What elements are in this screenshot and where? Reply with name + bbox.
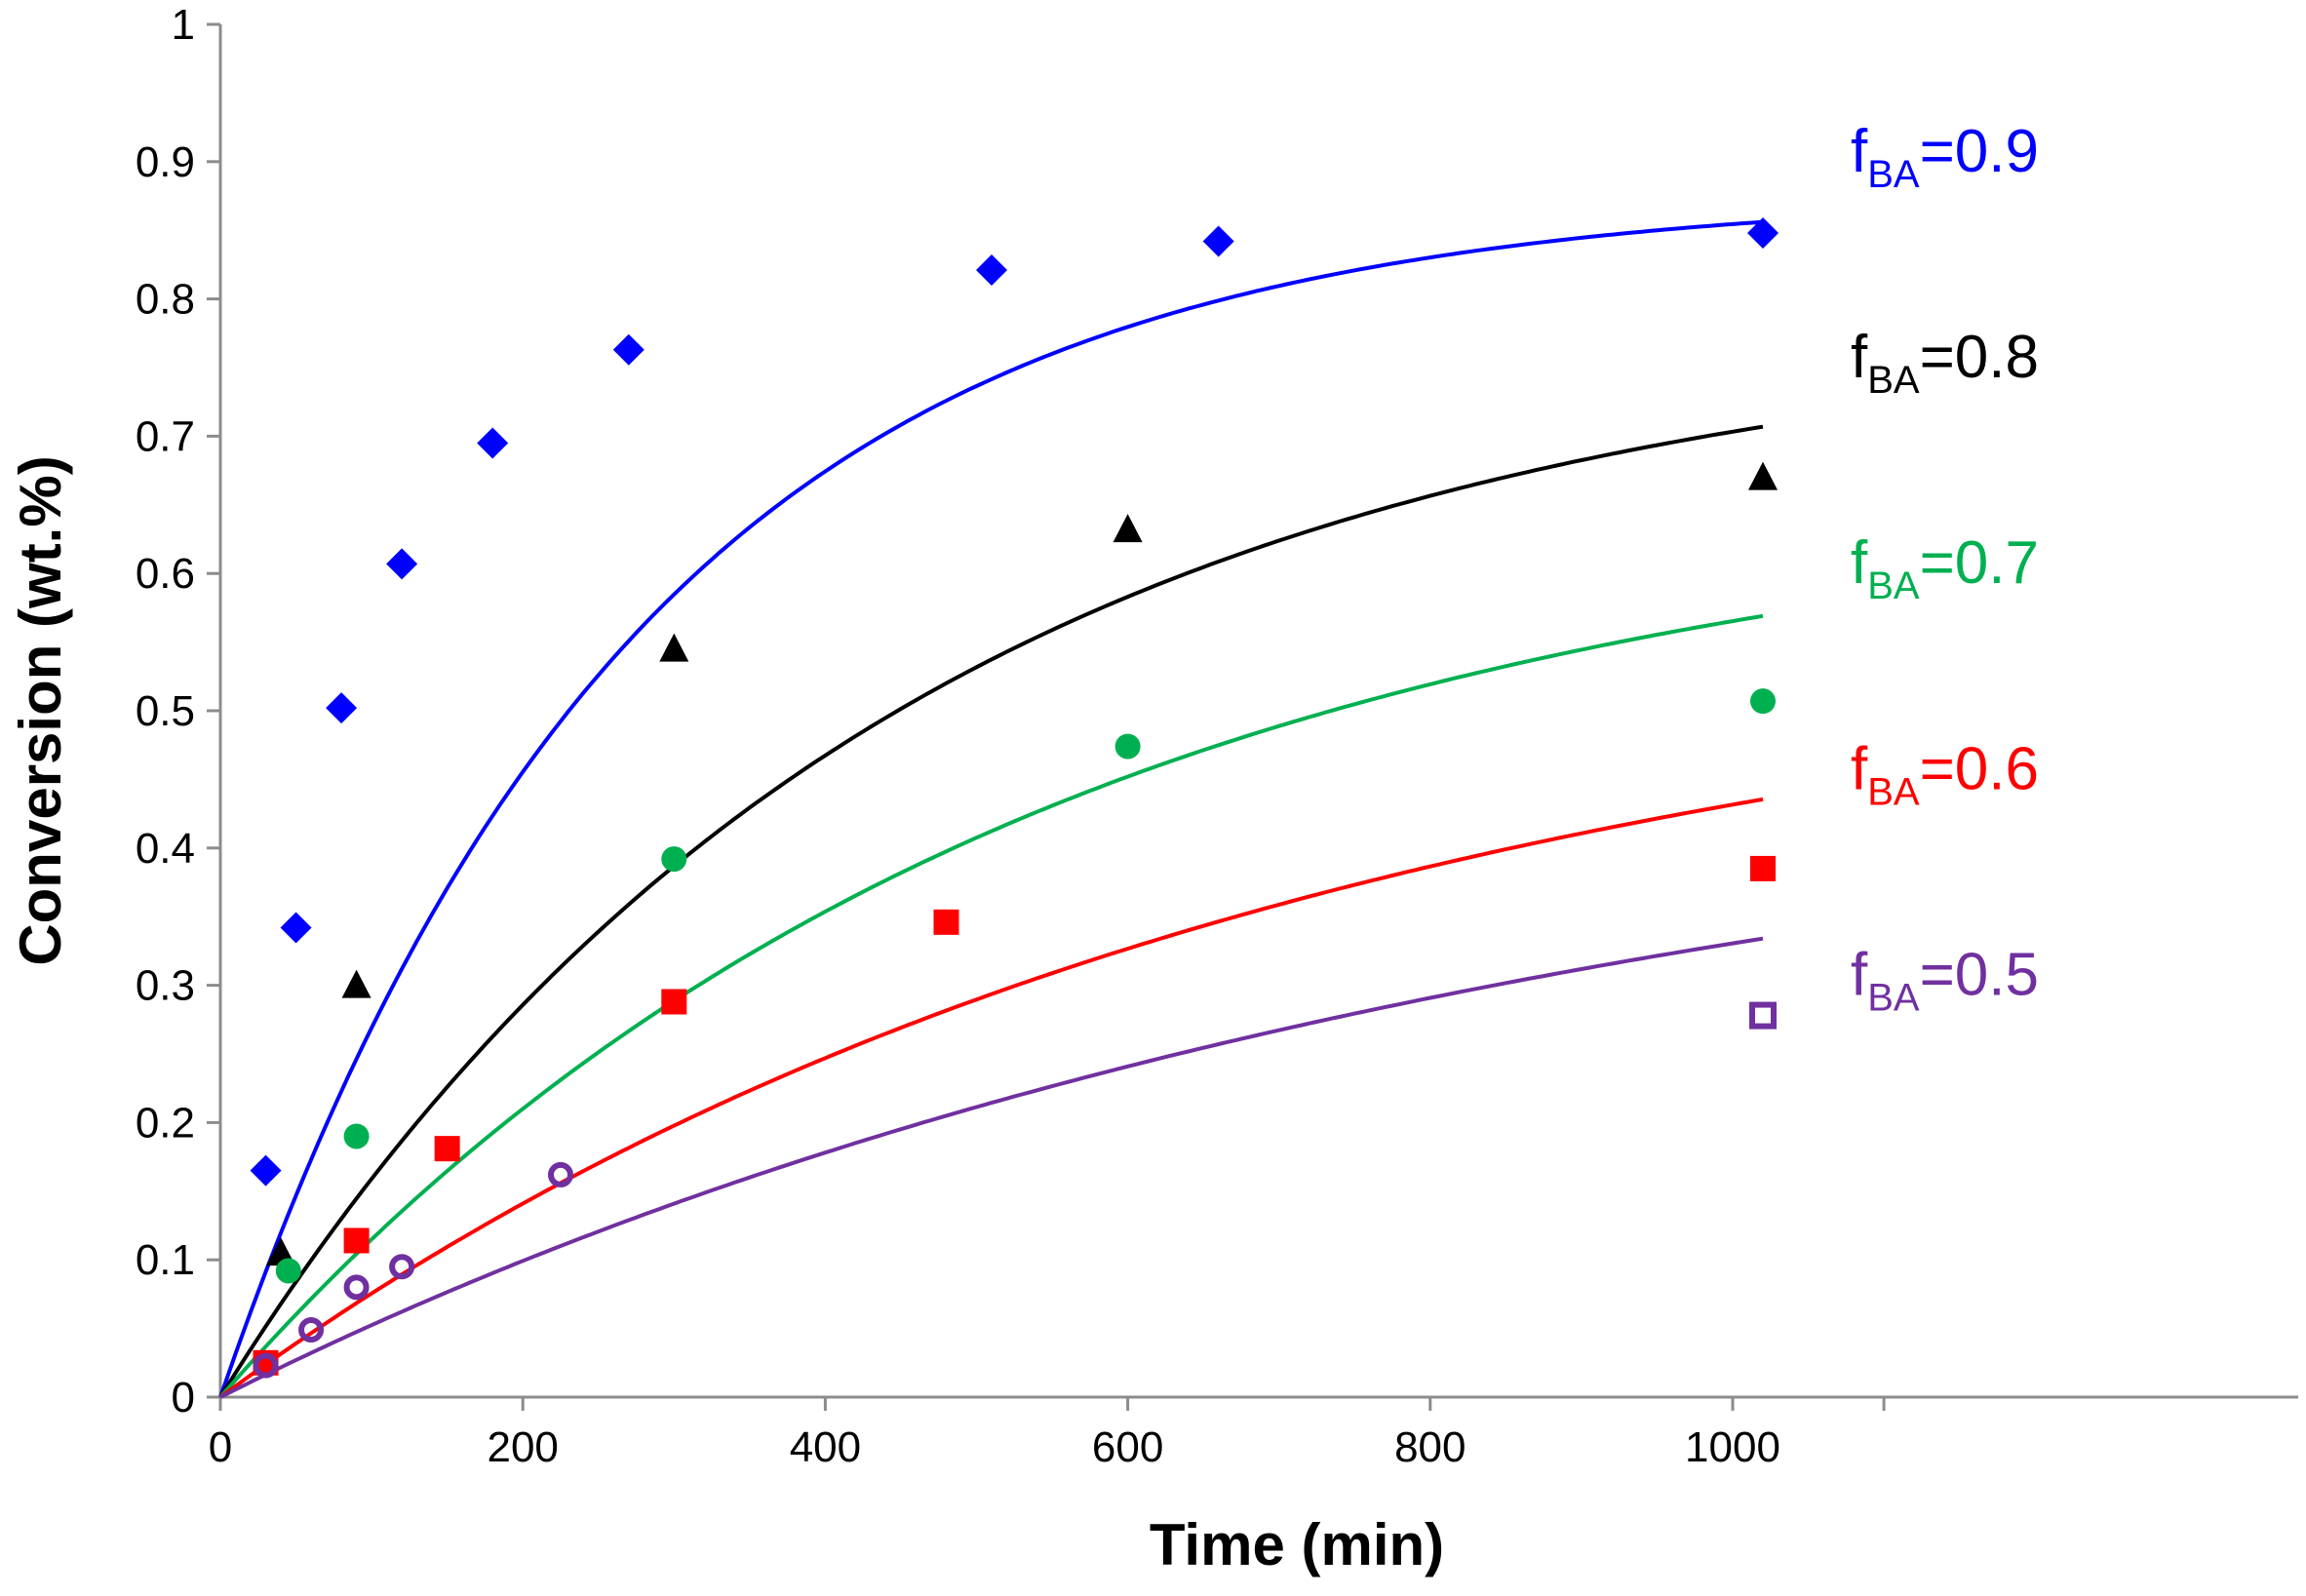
series-label: fBA=0.7 <box>1851 529 2039 607</box>
x-tick-label: 800 <box>1394 1423 1466 1471</box>
data-point <box>326 692 358 724</box>
data-point <box>386 548 418 580</box>
x-axis-title: Time (min) <box>1150 1512 1444 1577</box>
data-point <box>933 909 959 935</box>
data-point <box>343 1227 370 1254</box>
data-point <box>341 969 371 998</box>
y-tick-label: 1 <box>172 1 195 49</box>
data-point <box>1114 733 1141 759</box>
y-tick-label: 0.9 <box>136 138 195 186</box>
data-point <box>275 1258 301 1284</box>
y-tick-label: 0.2 <box>136 1099 195 1147</box>
data-point <box>1202 225 1234 257</box>
x-tick-label: 200 <box>487 1423 558 1471</box>
y-tick-label: 0.3 <box>136 962 195 1010</box>
data-point <box>250 1154 282 1187</box>
fit-curve-09 <box>218 219 1764 1398</box>
x-tick-label: 1000 <box>1685 1423 1780 1471</box>
data-point <box>1747 217 1779 250</box>
data-point <box>976 254 1008 287</box>
data-point <box>659 633 689 662</box>
series-label: fBA=0.5 <box>1851 942 2039 1020</box>
data-point <box>1113 514 1143 543</box>
y-tick-label: 0.7 <box>136 412 195 460</box>
fit-curve-06 <box>218 797 1764 1399</box>
data-points <box>250 217 1779 1379</box>
fit-curve-05 <box>219 936 1764 1399</box>
data-point <box>280 912 312 944</box>
y-tick-label: 0.6 <box>136 550 195 598</box>
axes <box>218 24 2298 1399</box>
data-point <box>661 846 687 873</box>
data-point <box>1749 1001 1778 1030</box>
x-tick-label: 600 <box>1092 1423 1163 1471</box>
fit-curve-07 <box>218 613 1764 1399</box>
y-tick-label: 0.4 <box>136 825 195 873</box>
data-point <box>298 1317 325 1343</box>
ticks: 0 200 400 600 800 1000 0 0.1 0.2 0.3 0.4 0.5 0.6 0.7 0… <box>136 1 1886 1471</box>
series-label: fBA=0.8 <box>1851 324 2039 402</box>
series-label: fBA=0.6 <box>1851 735 2039 813</box>
fit-curve-08 <box>218 424 1764 1399</box>
y-tick-label: 0 <box>172 1374 195 1421</box>
series-label: fBA=0.9 <box>1851 118 2039 196</box>
series-labels: fBA=0.9 fBA=0.8 fBA=0.7 fBA=0.6 fBA=0.5 <box>1851 118 2039 1020</box>
y-tick-label: 0.8 <box>136 276 195 324</box>
data-point <box>1748 461 1778 490</box>
x-tick-label: 0 <box>209 1423 232 1471</box>
data-point <box>389 1254 415 1280</box>
data-point <box>612 333 645 366</box>
data-point <box>343 1123 370 1149</box>
data-point <box>477 427 509 459</box>
y-tick-label: 0.5 <box>136 687 195 735</box>
data-point <box>434 1136 460 1162</box>
data-point <box>547 1161 573 1187</box>
data-point <box>1750 688 1777 715</box>
data-point <box>1750 855 1777 881</box>
y-tick-label: 0.1 <box>136 1236 195 1284</box>
y-axis-title: Conversion (wt.%) <box>8 455 73 965</box>
fit-curves <box>218 219 1764 1399</box>
data-point <box>253 1352 279 1379</box>
x-tick-label: 400 <box>790 1423 861 1471</box>
data-point <box>343 1274 370 1301</box>
data-point <box>661 989 687 1015</box>
